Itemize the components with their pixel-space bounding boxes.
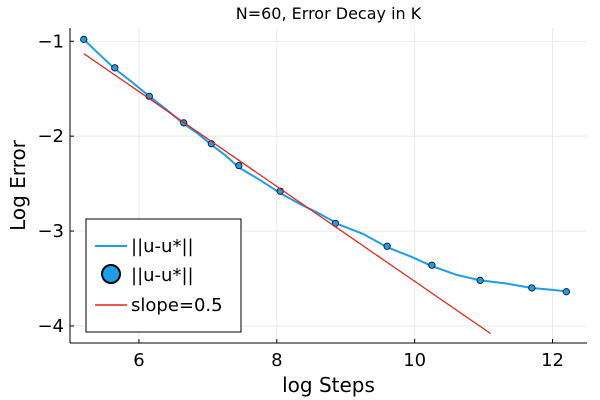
y-tick-label: −2 xyxy=(37,126,64,147)
x-tick-label: 8 xyxy=(271,350,282,371)
legend: ||u-u*|| ||u-u*|| slope=0.5 xyxy=(85,218,242,333)
error-series-line xyxy=(83,38,570,293)
error-series-point xyxy=(528,284,536,292)
x-tick-label: 12 xyxy=(541,350,564,371)
legend-marker-swatch xyxy=(101,264,121,284)
error-series-point xyxy=(235,161,243,170)
x-tick-label: 6 xyxy=(133,350,144,371)
axes: 6 8 10 12 −1 −2 −3 −4 xyxy=(37,28,587,371)
error-series-point xyxy=(80,35,88,43)
legend-label-line: ||u-u*|| xyxy=(131,236,194,257)
y-tick-label: −3 xyxy=(37,221,64,242)
error-series-point xyxy=(111,64,119,72)
error-series-point xyxy=(476,276,484,284)
chart-title: N=60, Error Decay in K xyxy=(236,4,422,23)
legend-label-slope: slope=0.5 xyxy=(131,295,223,316)
y-tick-label: −1 xyxy=(37,31,64,52)
error-series-point xyxy=(428,261,436,269)
series-layer xyxy=(80,35,570,335)
x-axis-label: log Steps xyxy=(282,373,375,397)
legend-label-marker: ||u-u*|| xyxy=(131,265,194,286)
error-series-point xyxy=(383,242,391,250)
slope-reference-line xyxy=(83,53,491,335)
y-axis-label: Log Error xyxy=(6,139,30,231)
error-series-point xyxy=(562,288,570,296)
x-tick-label: 10 xyxy=(403,350,426,371)
y-tick-label: −4 xyxy=(37,316,64,337)
